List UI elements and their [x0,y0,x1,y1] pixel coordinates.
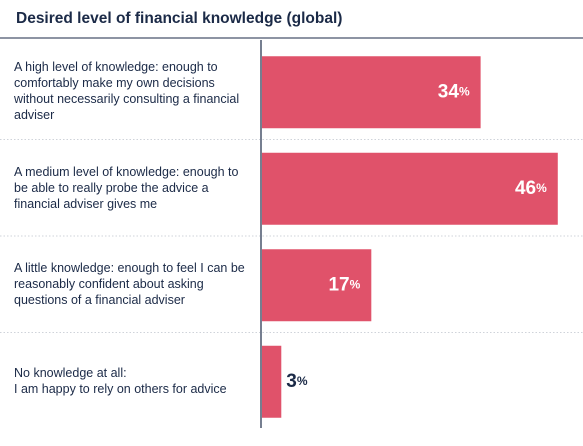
value-label: 3% [286,371,308,392]
category-label-box: A high level of knowledge: enough to com… [14,60,240,123]
category-label-box: No knowledge at all: I am happy to rely … [14,365,227,396]
bar [262,152,558,225]
value-label: 34% [438,81,470,102]
value-label: 46% [515,178,547,199]
chart-title: Desired level of financial knowledge (gl… [16,10,342,27]
category-label-box: A little knowledge: enough to feel I can… [14,261,245,308]
bar [262,345,282,418]
value-label: 17% [328,274,360,295]
category-label: A high level of knowledge: enough to com… [14,60,240,123]
bar [262,249,372,322]
category-label-box: A medium level of knowledge: enough to b… [14,164,239,211]
bar [262,56,481,129]
category-label: A medium level of knowledge: enough to b… [14,164,239,211]
category-label: No knowledge at all: I am happy to rely … [14,365,227,396]
category-label: A little knowledge: enough to feel I can… [14,261,245,308]
